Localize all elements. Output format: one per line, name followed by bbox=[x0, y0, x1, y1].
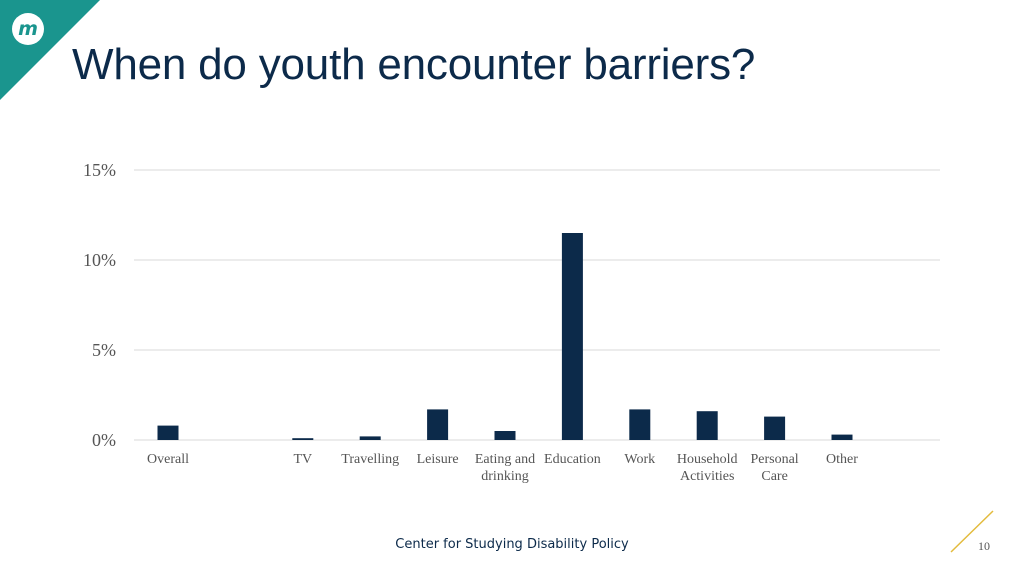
bar bbox=[494, 431, 516, 440]
x-category-label: Personal bbox=[750, 452, 798, 467]
x-category-label: Overall bbox=[147, 452, 189, 467]
page-number: 10 bbox=[978, 539, 990, 553]
slide-title: When do youth encounter barriers? bbox=[72, 40, 756, 89]
bar bbox=[427, 409, 449, 440]
bar bbox=[561, 233, 583, 440]
x-category-label: TV bbox=[293, 452, 312, 467]
x-category-label: Household bbox=[677, 452, 738, 467]
logo-mark: m bbox=[18, 18, 38, 40]
bar bbox=[157, 425, 179, 440]
logo-corner: m bbox=[0, 0, 100, 100]
x-category-label: Education bbox=[544, 452, 601, 467]
logo-badge bbox=[12, 13, 44, 45]
bar bbox=[292, 438, 314, 440]
bar bbox=[764, 416, 786, 440]
x-category-label: drinking bbox=[481, 469, 528, 484]
bar bbox=[696, 411, 718, 440]
footer-text: Center for Studying Disability Policy bbox=[395, 537, 629, 552]
x-category-label: Activities bbox=[680, 469, 734, 484]
bar bbox=[831, 434, 853, 440]
bar bbox=[359, 436, 381, 440]
y-tick-label: 0% bbox=[92, 430, 116, 450]
x-category-label: Travelling bbox=[341, 452, 399, 467]
bar bbox=[629, 409, 651, 440]
x-category-label: Eating and bbox=[475, 452, 535, 467]
y-tick-label: 5% bbox=[92, 340, 116, 360]
x-category-label: Care bbox=[761, 469, 787, 484]
x-category-label: Leisure bbox=[417, 452, 459, 467]
x-category-label: Other bbox=[826, 452, 858, 467]
y-tick-label: 15% bbox=[83, 160, 116, 180]
y-tick-label: 10% bbox=[83, 250, 116, 270]
x-category-label: Work bbox=[624, 452, 655, 467]
